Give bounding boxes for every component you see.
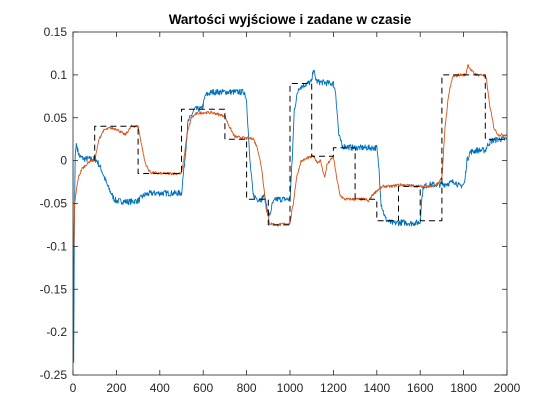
x-tick-label: 0: [70, 381, 77, 395]
y-tick-label: -0.1: [46, 239, 67, 253]
y-tick-label: -0.15: [40, 282, 68, 296]
y-tick-label: 0.15: [44, 25, 68, 39]
setpoint-dashed-line: [94, 74, 507, 226]
x-tick-label: 1000: [277, 381, 304, 395]
x-tick-label: 1400: [363, 381, 390, 395]
x-tick-label: 1200: [320, 381, 347, 395]
series-layer: [73, 64, 507, 363]
x-tick-label: 400: [150, 381, 170, 395]
y-tick-label: -0.25: [40, 368, 68, 382]
y-tick-label: -0.2: [46, 325, 67, 339]
x-tick-label: 1800: [450, 381, 477, 395]
y-tick-label: -0.05: [40, 197, 68, 211]
x-tick-label: 200: [106, 381, 126, 395]
x-tick-label: 600: [193, 381, 213, 395]
y-tick-label: 0: [60, 154, 67, 168]
y-tick-label: 0.05: [44, 111, 68, 125]
y-tick-label: 0.1: [50, 68, 67, 82]
x-tick-label: 1600: [407, 381, 434, 395]
axes-layer: 0 200 400 600 800 1000 1200 1400 1600 1800 2000 -0.…: [40, 25, 521, 395]
chart-title: Wartości wyjściowe i zadane w czasie: [169, 12, 412, 27]
x-tick-label: 2000: [494, 381, 521, 395]
output-2-line: [73, 64, 507, 247]
x-tick-label: 800: [237, 381, 257, 395]
